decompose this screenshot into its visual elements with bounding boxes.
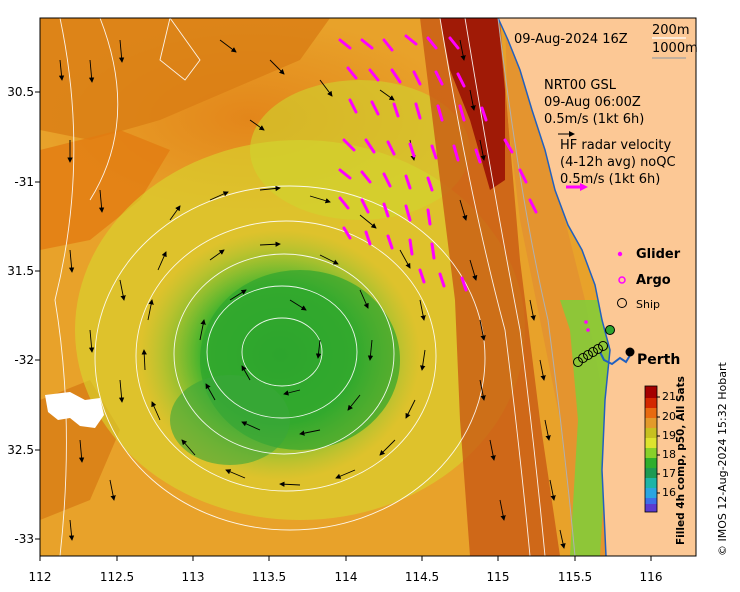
colorbar-title: Filled 4h comp, p50, All Sats <box>675 376 687 545</box>
coastline <box>497 18 611 556</box>
legend-ship: Ship <box>636 298 660 311</box>
currents-label: NRT00 GSL <box>544 78 616 93</box>
axis-ticks <box>35 91 652 561</box>
radar-averaging: (4-12h avg) noQC <box>560 155 676 170</box>
mooring-marker[interactable] <box>605 325 615 335</box>
isobath-200m <box>497 18 576 556</box>
warm-water-northwest <box>40 18 330 140</box>
colorbar-tick: 18 <box>662 448 676 461</box>
x-tick-label: 114.5 <box>404 570 440 584</box>
cloud-gap <box>45 392 104 428</box>
colorbar-tick: 21 <box>662 390 676 403</box>
sst-field <box>40 18 696 556</box>
x-tick-label: 114 <box>334 570 358 584</box>
colorbar <box>644 385 660 513</box>
x-tick-label: 113.5 <box>251 570 287 584</box>
legend-glider: Glider <box>636 247 681 262</box>
glider-position[interactable] <box>584 320 588 324</box>
legend-argo: Argo <box>636 273 671 288</box>
radar-label: HF radar velocity <box>560 138 672 153</box>
y-tick-label: 32.5 <box>7 443 34 457</box>
hf-radar-vectors <box>338 34 538 292</box>
ship-track <box>573 341 608 367</box>
colorbar-tick: 17 <box>662 467 676 480</box>
currents-time: 09-Aug 06:00Z <box>544 95 641 110</box>
place-label-perth: Perth <box>637 352 681 368</box>
y-tick-label: -32 <box>14 353 34 367</box>
credit-text: © IMOS 12-Aug-2024 15:32 Hobart <box>716 362 729 556</box>
radar-scale: 0.5m/s (1kt 6h) <box>560 172 661 187</box>
circle-icon <box>617 298 627 308</box>
glider-position[interactable] <box>586 328 590 332</box>
x-tick-label: 115.5 <box>557 570 593 584</box>
isobaths <box>54 18 546 556</box>
colorbar-tick: 19 <box>662 429 676 442</box>
swan-river <box>599 351 633 366</box>
plot-frame <box>39 17 697 557</box>
x-tick-label: 115 <box>486 570 510 584</box>
currents-scale: 0.5m/s (1kt 6h) <box>544 112 645 127</box>
coastal-cool-strip <box>560 300 612 556</box>
yellow-patch-north <box>250 80 470 220</box>
eddy-south-lobe <box>170 375 290 465</box>
radar-scale-arrowhead <box>580 183 588 191</box>
y-tick-label: -33 <box>14 532 34 546</box>
perth-marker <box>625 347 635 357</box>
dot-icon <box>617 251 623 257</box>
colorbar-tick: 16 <box>662 486 676 499</box>
ring-icon <box>618 276 626 284</box>
isobath-1000m-label: 1000m <box>652 41 698 56</box>
x-tick-label: 113 <box>181 570 205 584</box>
x-tick-label: 116 <box>639 570 663 584</box>
y-tick-label: 30.5 <box>7 85 34 99</box>
y-tick-label: 31.5 <box>7 264 34 278</box>
isobath-200m-label: 200m <box>652 23 690 38</box>
y-tick-label: -31 <box>14 175 34 189</box>
colorbar-tick: 20 <box>662 410 676 423</box>
x-tick-label: 112 <box>28 570 52 584</box>
map-datetime: 09-Aug-2024 16Z <box>514 32 628 47</box>
x-tick-label: 112.5 <box>99 570 135 584</box>
